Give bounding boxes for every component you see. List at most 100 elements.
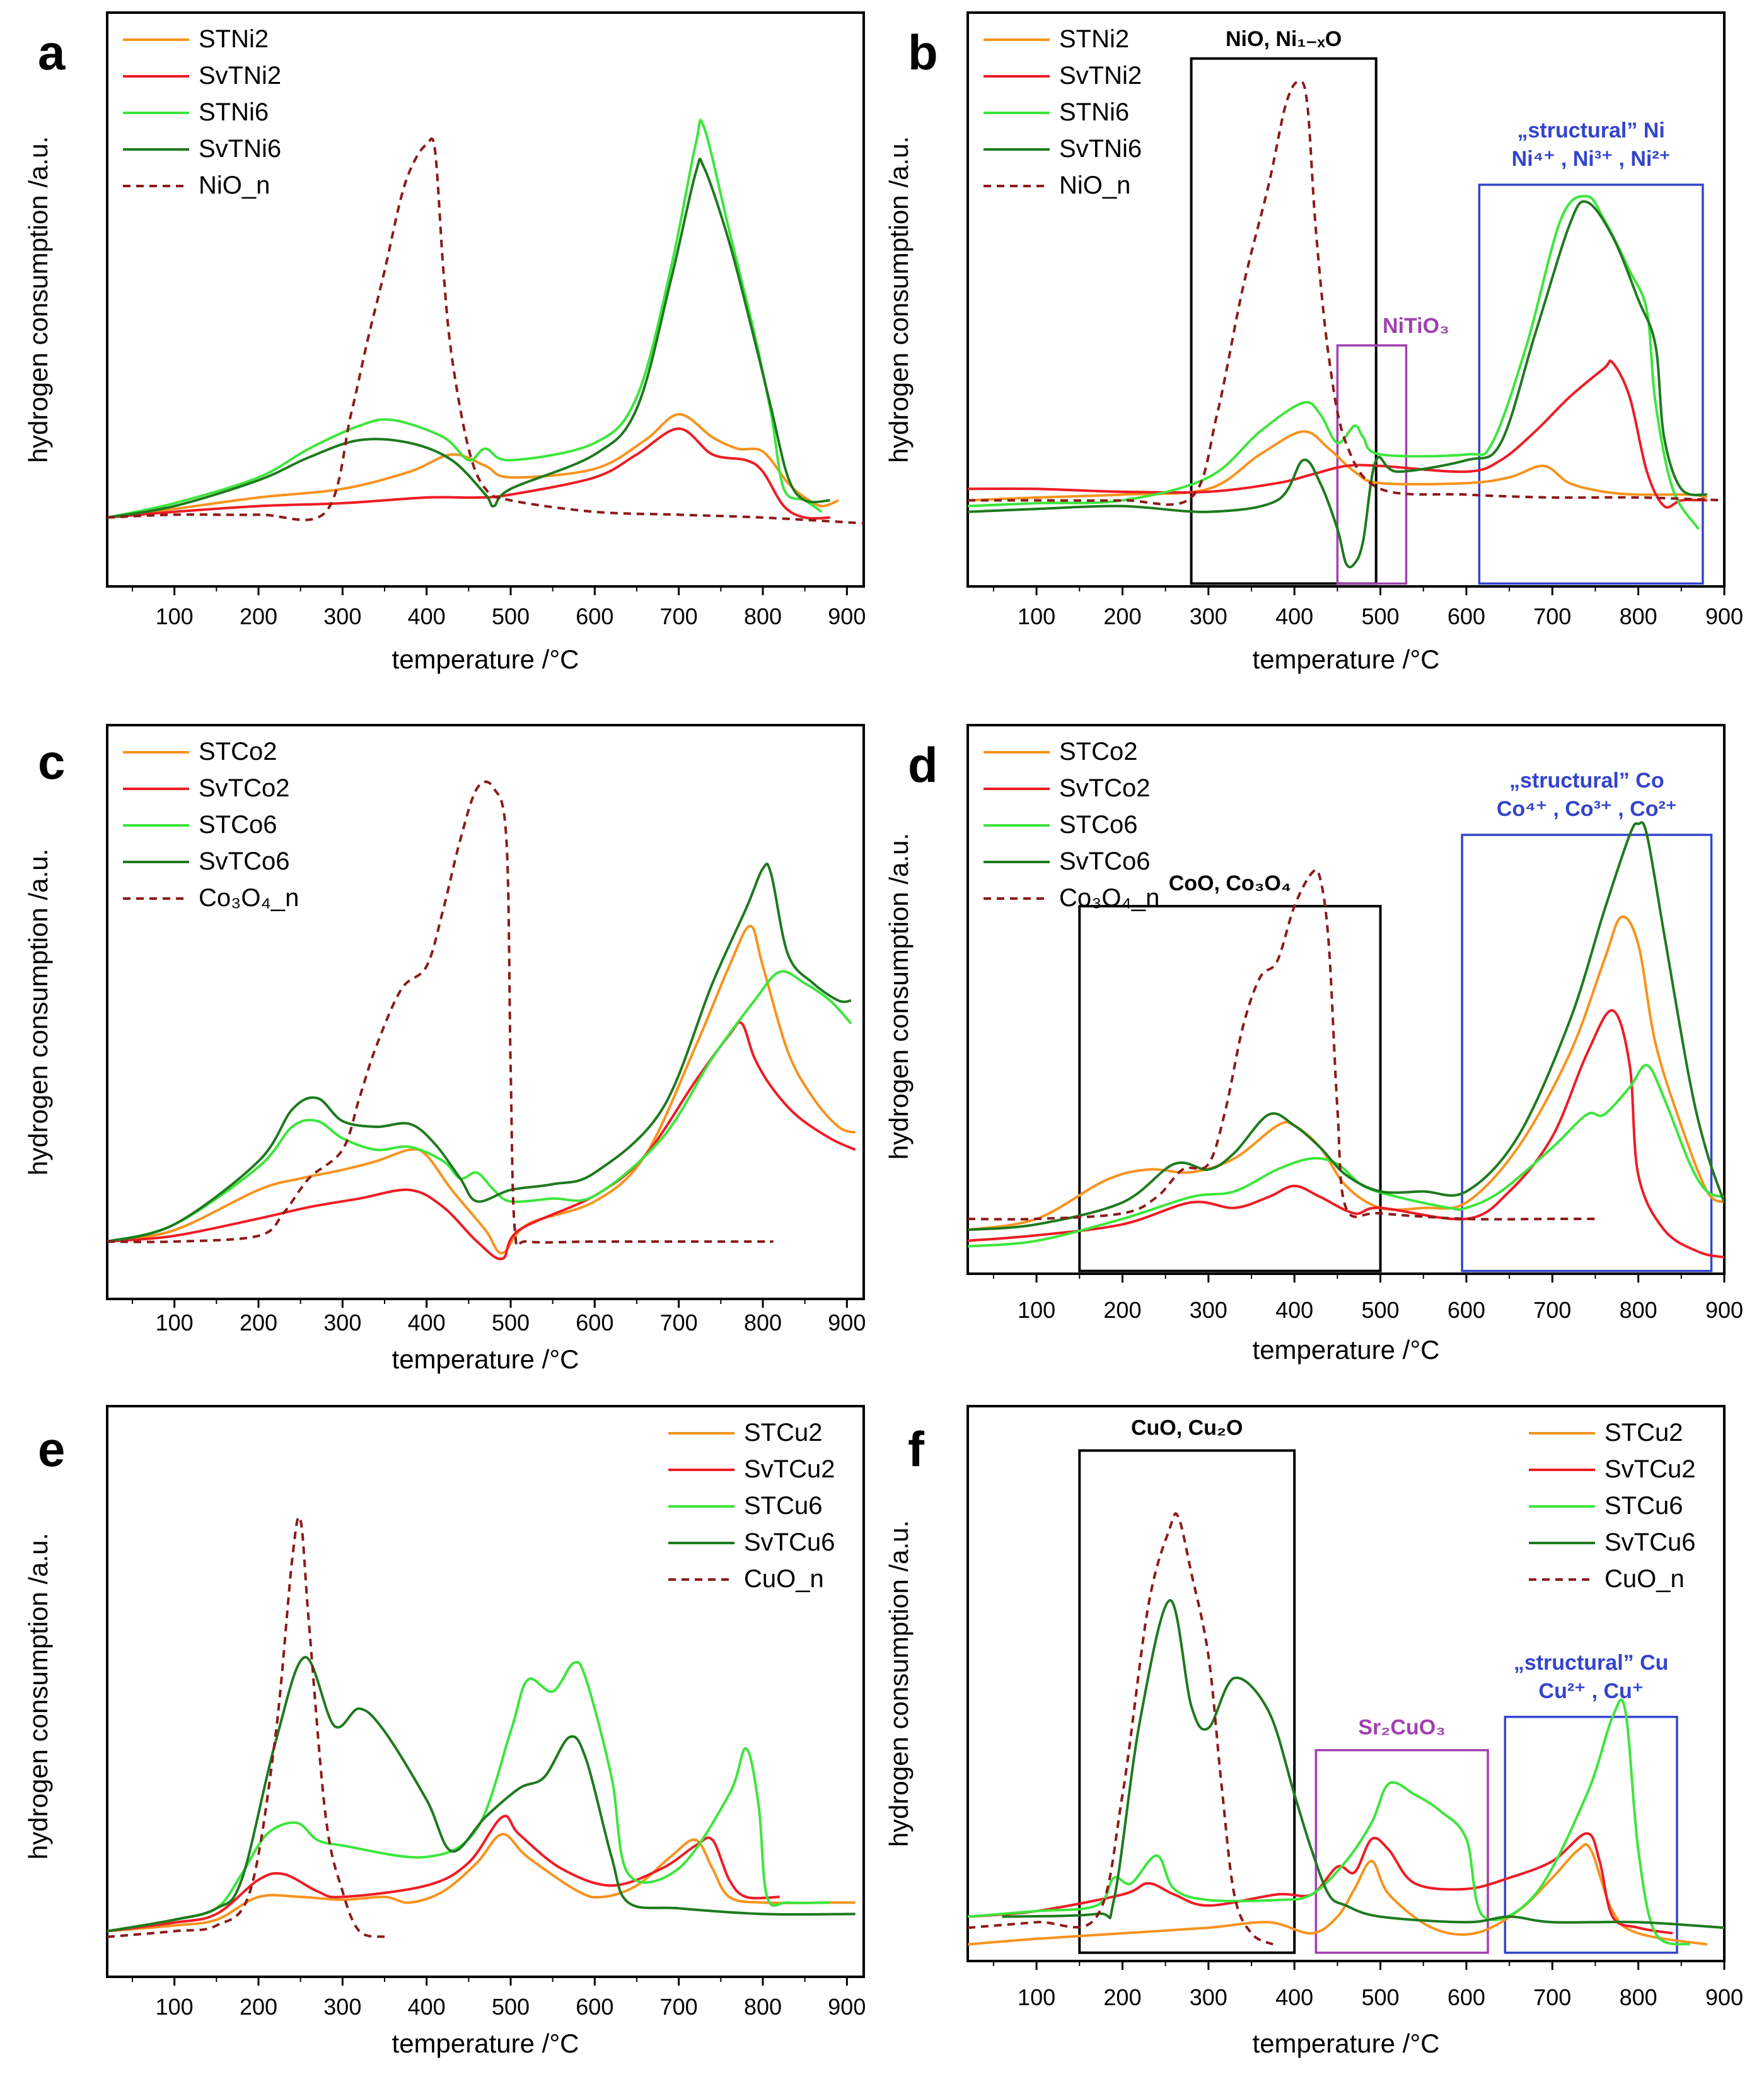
legend-label: SvTCu2 xyxy=(744,1455,835,1483)
region-box xyxy=(1078,1449,1296,1954)
series-line-svtni6 xyxy=(107,158,830,519)
series-line-svtcu6 xyxy=(107,1656,856,1933)
x-tick-label: 300 xyxy=(1190,1984,1227,2010)
legend-label: STCu2 xyxy=(1604,1419,1683,1447)
legend-label: NiO_n xyxy=(1059,172,1130,199)
series-line-stni6 xyxy=(968,195,1700,530)
x-tick-label: 500 xyxy=(1362,1984,1400,2010)
series-line-svtco6 xyxy=(107,863,852,1243)
region-box xyxy=(1078,905,1382,1272)
x-tick-label: 500 xyxy=(1362,1297,1400,1323)
x-tick-label: 300 xyxy=(323,603,361,629)
region-label-ions: Cu²⁺ , Cu⁺ xyxy=(1539,1679,1644,1703)
legend-label: SvTCo2 xyxy=(1059,774,1151,802)
x-tick-label: 400 xyxy=(408,1994,446,2020)
x-tick-label: 400 xyxy=(408,603,446,629)
region-label: „structural” Co xyxy=(1509,769,1664,793)
x-axis-title: temperature /°C xyxy=(1253,1335,1440,1365)
region-box xyxy=(1336,344,1408,585)
region-box xyxy=(1314,1749,1489,1954)
series-line-stco2 xyxy=(968,915,1724,1231)
x-tick-label: 200 xyxy=(1103,1297,1141,1323)
series-line-svtcu2 xyxy=(968,1832,1673,1935)
legend-label: STCu2 xyxy=(744,1419,823,1447)
x-tick-label: 900 xyxy=(1705,1984,1743,2010)
x-tick-label: 200 xyxy=(240,603,277,629)
x-tick-label: 200 xyxy=(240,1994,277,2020)
x-tick-label: 900 xyxy=(1705,1297,1743,1323)
x-tick-label: 700 xyxy=(660,1310,698,1336)
series-line-stcu2 xyxy=(968,1843,1708,1946)
x-tick-label: 500 xyxy=(492,1310,530,1336)
x-tick-label: 700 xyxy=(1533,603,1571,629)
legend-label: STCo2 xyxy=(1059,738,1138,765)
legend-label: Co₃O₄_n xyxy=(199,884,299,912)
y-axis-title: hydrogen consumption /a.u. xyxy=(23,136,53,463)
series-group xyxy=(107,1515,856,1938)
legend-label: STNi6 xyxy=(199,98,269,126)
region-box xyxy=(1461,834,1713,1272)
x-tick-label: 600 xyxy=(1448,603,1485,629)
panel-letter: c xyxy=(38,734,65,789)
x-tick-label: 100 xyxy=(156,1310,194,1336)
series-group xyxy=(107,119,864,525)
panel-d: 100 200 300 400 500 600 700 800 900 temperature /… xyxy=(884,724,1743,1365)
region-label: Sr₂CuO₃ xyxy=(1358,1716,1446,1740)
legend-label: STNi2 xyxy=(199,25,269,53)
panel-letter: b xyxy=(908,25,938,80)
x-axis-title: temperature /°C xyxy=(1253,644,1440,674)
series-line-stni2 xyxy=(968,430,1708,502)
x-tick-label: 400 xyxy=(1275,603,1313,629)
series-group xyxy=(968,80,1724,569)
region-label: NiTiO₃ xyxy=(1383,314,1449,338)
x-axis-title: temperature /°C xyxy=(392,1344,579,1374)
panel-c: 100 200 300 400 500 600 700 800 900 temperature /… xyxy=(23,724,866,1374)
region-label: CoO, Co₃O₄ xyxy=(1169,871,1291,895)
x-tick-label: 800 xyxy=(1620,1984,1657,2010)
legend-label: CuO_n xyxy=(1604,1565,1685,1593)
region-label-ions: Co⁴⁺ , Co³⁺ , Co²⁺ xyxy=(1497,797,1677,821)
legend-label: STCu6 xyxy=(1604,1492,1683,1520)
panel-letter: f xyxy=(908,1421,925,1477)
x-tick-label: 100 xyxy=(1018,1297,1055,1323)
x-tick-label: 500 xyxy=(492,1994,530,2020)
x-tick-label: 800 xyxy=(1620,1297,1657,1323)
legend-label: STNi2 xyxy=(1059,25,1129,53)
x-axis-title: temperature /°C xyxy=(1253,2029,1440,2058)
series-line-nio-n xyxy=(968,80,1724,506)
x-tick-label: 700 xyxy=(660,1994,698,2020)
x-axis-title: temperature /°C xyxy=(392,644,579,674)
plot-frame xyxy=(966,1405,1726,1962)
x-tick-label: 200 xyxy=(240,1310,277,1336)
legend-label: SvTNi2 xyxy=(199,62,281,90)
series-line-stco6 xyxy=(107,970,852,1243)
x-tick-label: 600 xyxy=(576,603,613,629)
legend-label: SvTNi2 xyxy=(1059,62,1142,90)
x-tick-label: 400 xyxy=(1275,1984,1313,2010)
series-line-svtcu2 xyxy=(107,1815,780,1933)
region-label: CuO, Cu₂O xyxy=(1131,1416,1243,1440)
series-line-stcu6 xyxy=(107,1661,830,1933)
legend-label: STNi6 xyxy=(1059,98,1129,126)
x-tick-label: 200 xyxy=(1103,603,1141,629)
x-tick-label: 900 xyxy=(1705,603,1743,629)
x-tick-label: 600 xyxy=(1448,1297,1485,1323)
plot-frame xyxy=(966,724,1726,1275)
legend-label: STCu6 xyxy=(744,1492,823,1520)
panel-letter: e xyxy=(38,1421,65,1477)
x-tick-label: 600 xyxy=(576,1994,613,2020)
x-tick-label: 300 xyxy=(1190,1297,1227,1323)
legend-label: SvTCo6 xyxy=(199,847,290,875)
x-tick-label: 500 xyxy=(492,603,530,629)
x-tick-label: 400 xyxy=(408,1310,446,1336)
legend-label: STCo6 xyxy=(1059,811,1138,839)
series-line-co-o-n xyxy=(107,780,774,1247)
legend-label: STCo2 xyxy=(199,738,277,765)
y-axis-title: hydrogen consumption /a.u. xyxy=(884,1520,914,1847)
legend-label: SvTCo2 xyxy=(199,774,290,802)
x-tick-label: 200 xyxy=(1103,1984,1141,2010)
y-axis-title: hydrogen consumption /a.u. xyxy=(884,833,914,1160)
series-line-cuo-n xyxy=(968,1512,1274,1946)
legend-label: Co₃O₄_n xyxy=(1059,884,1159,912)
legend-label: NiO_n xyxy=(199,172,270,199)
